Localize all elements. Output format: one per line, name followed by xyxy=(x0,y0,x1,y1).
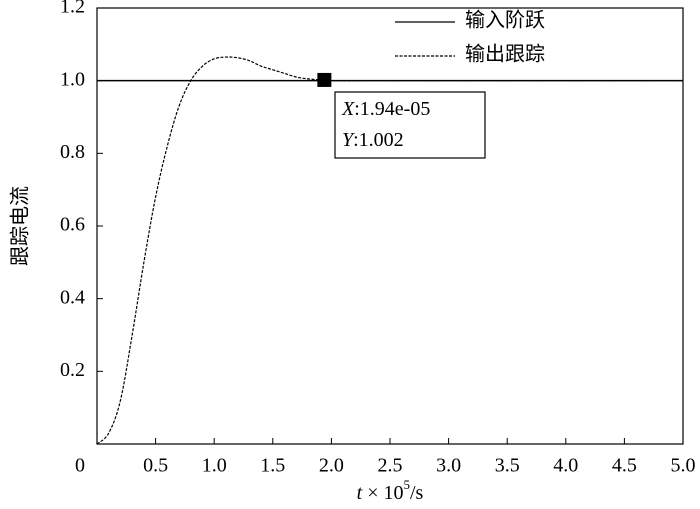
datatip-box xyxy=(334,91,486,159)
x-tick-label: 2.0 xyxy=(319,455,344,477)
x-tick-label: 5.0 xyxy=(671,455,696,477)
y-tick-label: 0.2 xyxy=(60,359,85,381)
datatip-text: X:1.94e-05 xyxy=(341,98,430,120)
y-tick-label: 1.0 xyxy=(60,68,85,90)
x-tick-label: 1.5 xyxy=(260,455,285,477)
x-tick-label: 3.5 xyxy=(495,455,520,477)
datatip-value: :1.94e-05 xyxy=(354,98,430,120)
x-tick-label: 4.0 xyxy=(553,455,578,477)
x-tick-label: 1.0 xyxy=(202,455,227,477)
x-tick-label: 0 xyxy=(75,455,85,477)
x-tick-label: 3.0 xyxy=(436,455,461,477)
x-tick-label: 4.5 xyxy=(612,455,637,477)
x-label-text: × 10 xyxy=(362,482,403,504)
x-tick-label: 2.5 xyxy=(378,455,403,477)
y-tick-label: 1.2 xyxy=(60,0,85,18)
x-tick-label: 0.5 xyxy=(143,455,168,477)
y-tick-label: 0.8 xyxy=(60,141,85,163)
x-label-exp: 5 xyxy=(404,477,411,492)
series-line xyxy=(96,56,683,445)
x-axis-label: t × 105/s xyxy=(357,477,424,504)
y-tick-label: 0.4 xyxy=(60,286,85,308)
y-axis-label: 跟踪电流 xyxy=(9,186,32,266)
x-label-unit: /s xyxy=(410,482,424,504)
x-label-var: t xyxy=(357,482,363,504)
datatip-value: :1.002 xyxy=(353,129,404,151)
legend-label: 输入阶跃 xyxy=(465,9,545,32)
legend-label: 输出跟踪 xyxy=(465,43,545,66)
datatip-axis: X xyxy=(341,98,355,120)
datatip-marker xyxy=(317,72,332,87)
datatip-axis: Y xyxy=(342,129,355,151)
datatip-text: Y:1.002 xyxy=(342,129,404,151)
y-tick-label: 0.6 xyxy=(60,214,85,236)
plot-frame xyxy=(96,7,684,445)
